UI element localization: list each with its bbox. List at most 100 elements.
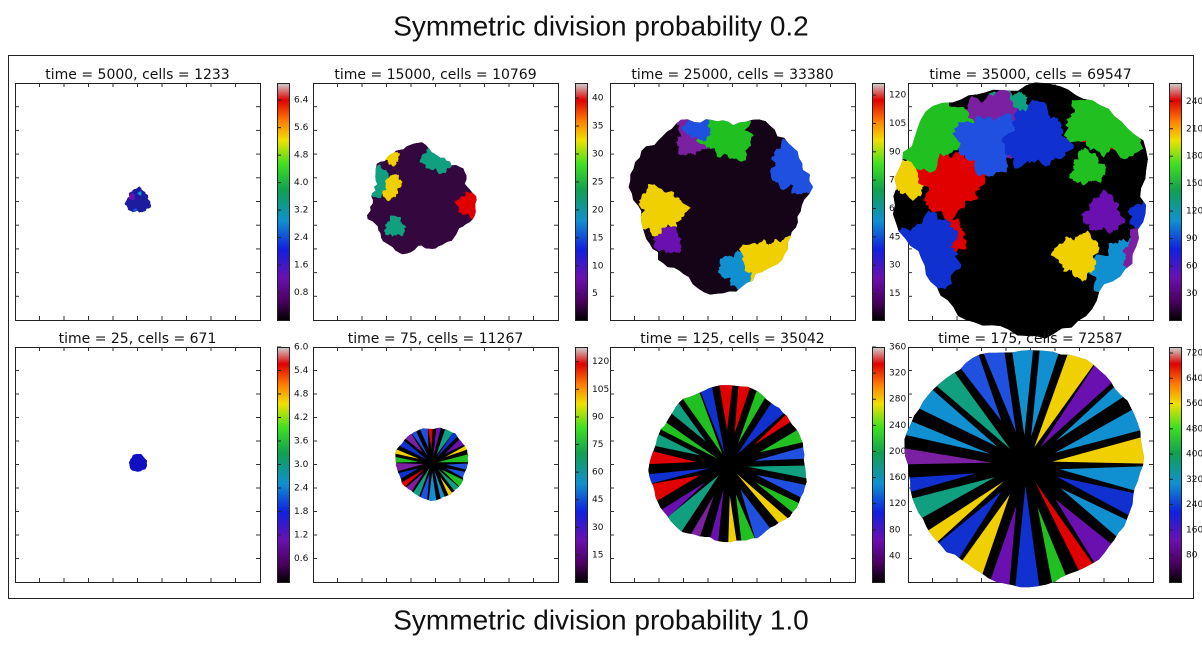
clone-patch: [952, 113, 1019, 177]
frame: [8, 55, 1194, 599]
clone-patch: [788, 156, 814, 195]
colorbar-tick-label: 4.8: [294, 390, 309, 400]
colorbar-tick-label: 4.2: [294, 413, 308, 423]
colorbar: [872, 347, 885, 583]
colorbar-tick-label: 0.6: [294, 554, 309, 564]
clone-sector: [648, 445, 697, 465]
clone-sector: [937, 350, 1002, 421]
colony-body: [128, 453, 148, 472]
colorbar-tick-label: 15: [889, 289, 900, 299]
clone-sector: [1012, 485, 1044, 588]
colorbar-tick-label: 0.8: [294, 288, 309, 298]
colorbar-tick-label: 30: [592, 523, 604, 533]
clone-sector: [433, 427, 444, 457]
colorbar-tick-label: 30: [889, 261, 901, 271]
colorbar-tick-label: 10: [592, 261, 604, 271]
clone-patch: [638, 183, 691, 238]
colorbar-tick-label: 240: [1186, 97, 1202, 107]
colorbar-tick-label: 15: [592, 550, 603, 560]
colorbar-tick-label: 560: [1186, 399, 1202, 409]
colorbar-tick-label: 80: [889, 525, 901, 535]
clone-sector: [395, 454, 419, 463]
colorbar-tick-label: 160: [1186, 525, 1202, 535]
colorbar: [872, 83, 885, 321]
colony: [904, 350, 1144, 588]
panel-title: time = 25000, cells = 33380: [631, 67, 833, 83]
colorbar-tick-label: 35: [592, 122, 603, 132]
clone-sector: [759, 417, 807, 453]
colorbar-tick-label: 105: [592, 385, 609, 395]
colorbar-tick-label: 40: [592, 94, 604, 104]
clone-patch: [1050, 230, 1100, 282]
colorbar-tick-label: 120: [889, 91, 906, 101]
colorbar-tick-label: 480: [1186, 424, 1202, 434]
colorbar-tick-label: 1.6: [294, 261, 309, 271]
clone-sector: [970, 350, 1017, 433]
clone-sector: [437, 451, 469, 463]
colorbar-tick-label: 1.2: [294, 531, 308, 541]
clone-sector: [415, 427, 429, 449]
clone-patch: [1127, 194, 1148, 238]
clone-sector: [395, 468, 419, 485]
figure-title: Symmetric division probability 0.2: [393, 10, 809, 41]
colorbar-tick-label: 45: [889, 232, 900, 242]
colorbar: [277, 83, 290, 321]
panel-title: time = 125, cells = 35042: [640, 331, 824, 347]
clone-sector: [679, 495, 714, 543]
colorbar-tick-label: 45: [592, 495, 603, 505]
clone-sector: [1059, 465, 1144, 502]
colorbar-tick-label: 75: [889, 176, 900, 186]
colorbar-tick-label: 1.8: [294, 507, 309, 517]
colorbar-tick-label: 2.4: [294, 484, 309, 494]
clone-sector: [747, 465, 807, 483]
colony: [128, 453, 148, 472]
panel-title: time = 75, cells = 11267: [348, 331, 524, 347]
colorbar: [575, 83, 588, 321]
clone-sector: [648, 422, 701, 456]
clone-patch: [1001, 99, 1074, 169]
colorbar: [575, 347, 588, 583]
colorbar-tick-label: 360: [889, 343, 906, 353]
clone-sector: [395, 445, 420, 459]
clone-patch: [384, 215, 407, 237]
colorbar-tick-label: 240: [889, 421, 906, 431]
colony: [628, 119, 814, 295]
clone-sector: [756, 474, 807, 508]
colorbar-tick-label: 90: [889, 147, 901, 157]
panel-title: time = 5000, cells = 1233: [45, 67, 229, 83]
clone-sector: [445, 467, 469, 484]
clone-patch: [137, 191, 142, 196]
colorbar-tick-label: 320: [1186, 475, 1202, 485]
colorbar-tick-label: 150: [1186, 179, 1202, 189]
colorbar-tick-label: 4.0: [294, 178, 309, 188]
clone-sector: [703, 488, 724, 543]
clone-sector: [727, 495, 741, 543]
clone-sector: [754, 440, 807, 461]
colorbar-tick-label: 6.0: [294, 343, 309, 353]
clone-sector: [648, 468, 710, 490]
clone-patch: [1068, 147, 1106, 186]
clone-sector: [1056, 476, 1144, 534]
clone-sector: [1031, 350, 1071, 437]
colorbar-tick-label: 6.4: [294, 96, 309, 106]
colorbar-tick-label: 120: [889, 499, 906, 509]
clone-sector: [427, 472, 438, 501]
colorbar-tick-label: 720: [1186, 349, 1202, 359]
colorbar-tick-label: 180: [1186, 152, 1202, 162]
colorbar-tick-label: 5.4: [294, 366, 309, 376]
clone-sector: [734, 385, 757, 434]
clone-sector: [715, 385, 735, 431]
clone-sector: [904, 443, 992, 465]
clone-sector: [446, 463, 469, 473]
colorbar: [1169, 347, 1182, 583]
clone-patch: [127, 192, 136, 201]
colorbar-tick-label: 5: [592, 289, 598, 299]
clone-sector: [1037, 507, 1080, 588]
colorbar-tick-label: 280: [889, 395, 906, 405]
panel-title: time = 35000, cells = 69547: [929, 67, 1131, 83]
clone-sector: [1052, 428, 1144, 465]
figure-subtitle: Symmetric division probability 1.0: [393, 604, 809, 635]
colorbar-tick-label: 5.6: [294, 123, 309, 133]
colorbar-tick-label: 60: [592, 468, 604, 478]
